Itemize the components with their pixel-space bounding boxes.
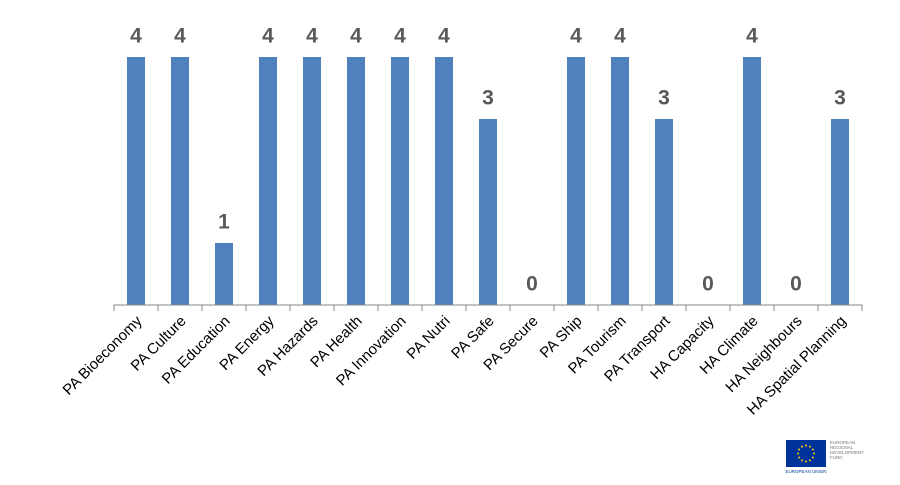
flag-star bbox=[811, 448, 814, 451]
bar bbox=[611, 57, 629, 305]
data-label: 0 bbox=[526, 273, 538, 296]
data-label: 3 bbox=[658, 87, 670, 110]
bar bbox=[435, 57, 453, 305]
logo-fund-text: FUND bbox=[830, 455, 843, 460]
flag-star bbox=[805, 444, 807, 447]
flag-star bbox=[805, 460, 807, 463]
bar bbox=[347, 57, 365, 305]
data-label: 4 bbox=[174, 25, 186, 48]
data-label: 4 bbox=[614, 25, 626, 48]
bar bbox=[655, 119, 673, 305]
data-label: 4 bbox=[438, 25, 450, 48]
data-label: 4 bbox=[130, 25, 142, 48]
flag-star bbox=[811, 456, 814, 459]
logo-fund-text: DEVELOPMENT bbox=[830, 450, 864, 455]
data-label: 3 bbox=[834, 87, 846, 110]
flag-star bbox=[801, 459, 803, 462]
bar bbox=[567, 57, 585, 305]
flag-star bbox=[813, 452, 815, 455]
bar bbox=[303, 57, 321, 305]
flag-star bbox=[798, 448, 801, 451]
bar bbox=[743, 57, 761, 305]
flag-star bbox=[801, 445, 803, 448]
logo-fund-text: EUROPEAN bbox=[830, 440, 855, 445]
bar bbox=[171, 57, 189, 305]
data-label: 4 bbox=[746, 25, 758, 48]
flag-star bbox=[798, 456, 801, 459]
bar bbox=[259, 57, 277, 305]
logo-caption: EUROPEAN UNION bbox=[785, 469, 826, 474]
logo-fund-text: REGIONAL bbox=[830, 445, 854, 450]
x-tick-label: PA Bioeconomy bbox=[60, 312, 146, 398]
eu-logo: EUROPEAN UNION EUROPEANREGIONALDEVELOPME… bbox=[785, 440, 864, 474]
bar bbox=[127, 57, 145, 305]
flag-star bbox=[797, 452, 799, 455]
x-tick-label: HA Neighbours bbox=[722, 313, 805, 396]
data-label: 3 bbox=[482, 87, 494, 110]
flag-star bbox=[809, 445, 811, 448]
flag-star bbox=[809, 459, 811, 462]
bar bbox=[215, 243, 233, 305]
x-tick-label: PA Nutri bbox=[403, 313, 453, 363]
bar bbox=[831, 119, 849, 305]
data-label: 4 bbox=[306, 25, 318, 48]
data-label: 0 bbox=[790, 273, 802, 296]
data-label: 0 bbox=[702, 273, 714, 296]
data-label: 4 bbox=[262, 25, 274, 48]
eu-flag bbox=[786, 440, 826, 467]
data-label: 1 bbox=[218, 211, 230, 234]
data-label: 4 bbox=[350, 25, 362, 48]
bar bbox=[391, 57, 409, 305]
data-label: 4 bbox=[394, 25, 406, 48]
data-label: 4 bbox=[570, 25, 582, 48]
bar bbox=[479, 119, 497, 305]
